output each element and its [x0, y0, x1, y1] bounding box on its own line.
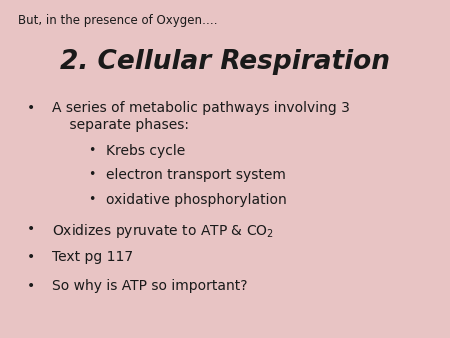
- Text: So why is ATP so important?: So why is ATP so important?: [52, 279, 247, 293]
- Text: oxidative phosphorylation: oxidative phosphorylation: [106, 193, 287, 207]
- Text: A series of metabolic pathways involving 3
    separate phases:: A series of metabolic pathways involving…: [52, 101, 350, 131]
- Text: Oxidizes pyruvate to ATP & CO$_2$: Oxidizes pyruvate to ATP & CO$_2$: [52, 222, 274, 240]
- Text: •: •: [27, 101, 35, 115]
- Text: Krebs cycle: Krebs cycle: [106, 144, 185, 158]
- Text: •: •: [88, 168, 95, 181]
- Text: •: •: [27, 222, 35, 236]
- Text: •: •: [27, 279, 35, 293]
- Text: 2. Cellular Respiration: 2. Cellular Respiration: [60, 49, 390, 75]
- Text: •: •: [27, 250, 35, 264]
- Text: Text pg 117: Text pg 117: [52, 250, 133, 264]
- Text: •: •: [88, 144, 95, 156]
- Text: But, in the presence of Oxygen….: But, in the presence of Oxygen….: [18, 14, 217, 26]
- Text: electron transport system: electron transport system: [106, 168, 286, 182]
- Text: •: •: [88, 193, 95, 206]
